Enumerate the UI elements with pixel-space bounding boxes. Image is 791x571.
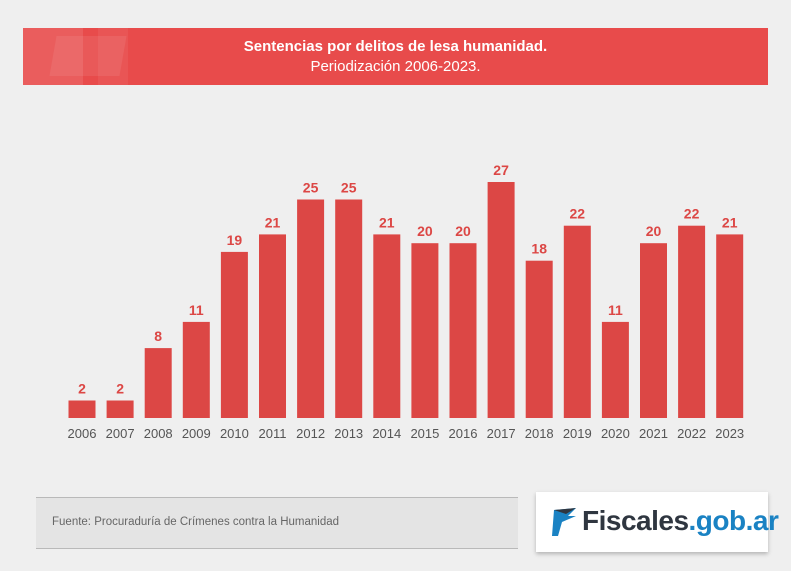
data-label-2006: 2 — [78, 381, 86, 397]
header-decoration — [23, 28, 83, 85]
data-label-2022: 22 — [684, 206, 700, 222]
bar-2009 — [182, 321, 210, 418]
bar-2017 — [487, 182, 515, 418]
bar-2014 — [373, 234, 401, 418]
chart-title: Sentencias por delitos de lesa humanidad… — [243, 38, 548, 55]
data-label-2020: 11 — [608, 302, 623, 318]
chart-header: Sentencias por delitos de lesa humanidad… — [23, 28, 768, 85]
source-text: Fuente: Procuraduría de Crímenes contra … — [52, 516, 340, 528]
data-label-2013: 25 — [341, 180, 357, 196]
x-tick-2014: 2014 — [372, 426, 401, 441]
x-tick-2022: 2022 — [677, 426, 706, 441]
data-label-2007: 2 — [116, 381, 124, 397]
x-tick-2009: 2009 — [182, 426, 211, 441]
x-tick-2018: 2018 — [525, 426, 554, 441]
header-decoration — [98, 28, 128, 85]
source-box: Fuente: Procuraduría de Crímenes contra … — [36, 497, 518, 549]
data-label-2014: 21 — [379, 214, 395, 230]
x-tick-2010: 2010 — [220, 426, 249, 441]
bar-2011 — [259, 234, 286, 418]
x-tick-2012: 2012 — [296, 426, 325, 441]
bar-2015 — [411, 243, 439, 418]
data-label-2018: 18 — [531, 241, 547, 257]
bar-2018 — [525, 260, 553, 418]
data-label-2023: 21 — [722, 214, 738, 230]
data-label-2016: 20 — [455, 223, 471, 239]
logo-name: Fiscales — [582, 505, 689, 536]
data-label-2012: 25 — [303, 180, 319, 196]
bar-2022 — [678, 225, 706, 418]
x-tick-2023: 2023 — [715, 426, 744, 441]
bar-2006 — [68, 400, 96, 418]
x-tick-2020: 2020 — [601, 426, 630, 441]
bar-2016 — [449, 243, 477, 418]
x-tick-2007: 2007 — [106, 426, 135, 441]
bar-2019 — [563, 225, 591, 418]
fiscales-logo: Fiscales.gob.ar — [536, 492, 779, 552]
data-label-2015: 20 — [417, 223, 433, 239]
bar-2013 — [335, 199, 363, 418]
bar-2023 — [716, 234, 744, 418]
x-tick-2016: 2016 — [449, 426, 478, 441]
bar-2020 — [601, 321, 629, 418]
bar-chart: 2200622007820081120091920102120112520122… — [68, 162, 745, 441]
data-label-2019: 22 — [570, 206, 586, 222]
bar-2007 — [106, 400, 134, 418]
chart-subtitle: Periodización 2006-2023. — [310, 58, 481, 75]
data-label-2017: 27 — [493, 162, 509, 178]
bar-2012 — [297, 199, 325, 418]
x-tick-2017: 2017 — [487, 426, 516, 441]
data-label-2010: 19 — [227, 232, 243, 248]
data-label-2021: 20 — [646, 223, 662, 239]
x-tick-2019: 2019 — [563, 426, 592, 441]
data-label-2008: 8 — [154, 328, 162, 344]
x-tick-2015: 2015 — [410, 426, 439, 441]
x-tick-2008: 2008 — [144, 426, 173, 441]
data-label-2009: 11 — [189, 302, 204, 318]
logo-domain: .gob.ar — [688, 505, 779, 536]
x-tick-2013: 2013 — [334, 426, 363, 441]
x-tick-2006: 2006 — [68, 426, 97, 441]
bar-2010 — [220, 251, 248, 418]
x-tick-2011: 2011 — [259, 426, 287, 441]
bar-2008 — [144, 348, 172, 418]
bar-2021 — [640, 243, 667, 418]
logo-text: Fiscales.gob.ar — [582, 505, 779, 537]
data-label-2011: 21 — [265, 214, 281, 230]
x-tick-2021: 2021 — [639, 426, 668, 441]
logo-flag-icon — [552, 508, 576, 536]
